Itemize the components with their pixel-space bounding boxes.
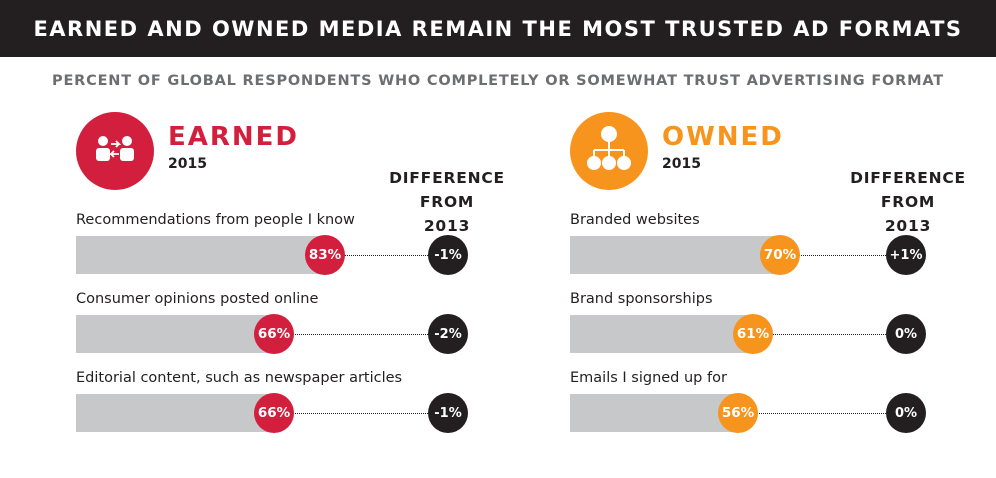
bar <box>76 394 274 432</box>
connector-line <box>780 255 886 256</box>
owned-year: 2015 <box>662 156 701 172</box>
bar-value-label: 66% <box>254 393 294 433</box>
bar-row: Emails I signed up for 56% 0% <box>566 370 996 436</box>
bar-category-label: Recommendations from people I know <box>76 212 355 228</box>
owned-panel: OWNED 2015 DIFFERENCE FROM 2013 Branded … <box>566 110 996 470</box>
bar <box>570 394 738 432</box>
bar-row: Brand sponsorships 61% 0% <box>566 291 996 357</box>
connector-line <box>325 255 428 256</box>
org-chart-icon <box>570 112 648 190</box>
bar-value-label: 61% <box>733 314 773 354</box>
earned-title: EARNED <box>168 122 300 152</box>
bar-row: Consumer opinions posted online 66% -2% <box>72 291 532 357</box>
bar <box>76 236 325 274</box>
bar-row: Recommendations from people I know 83% -1% <box>72 212 532 278</box>
connector-line <box>274 413 428 414</box>
difference-label: +1% <box>886 235 926 275</box>
bar-category-label: Branded websites <box>570 212 700 228</box>
people-exchange-icon <box>76 112 154 190</box>
bar-row: Editorial content, such as newspaper art… <box>72 370 532 436</box>
bar-value-label: 66% <box>254 314 294 354</box>
bar-value-label: 83% <box>305 235 345 275</box>
bar-row: Branded websites 70% +1% <box>566 212 996 278</box>
page-header: EARNED AND OWNED MEDIA REMAIN THE MOST T… <box>0 0 996 57</box>
difference-label: -2% <box>428 314 468 354</box>
difference-label: -1% <box>428 393 468 433</box>
difference-label: 0% <box>886 393 926 433</box>
bar-value-label: 70% <box>760 235 800 275</box>
earned-panel: EARNED 2015 DIFFERENCE FROM 2013 Recomme… <box>72 110 532 470</box>
connector-line <box>753 334 886 335</box>
bar <box>570 236 780 274</box>
owned-title: OWNED <box>662 122 784 152</box>
earned-difference-header: DIFFERENCE FROM 2013 <box>389 169 505 235</box>
difference-label: 0% <box>886 314 926 354</box>
bar <box>76 315 274 353</box>
bar-category-label: Brand sponsorships <box>570 291 713 307</box>
chart-subtitle: PERCENT OF GLOBAL RESPONDENTS WHO COMPLE… <box>52 73 944 89</box>
connector-line <box>274 334 428 335</box>
bar <box>570 315 753 353</box>
owned-difference-header: DIFFERENCE FROM 2013 <box>850 169 966 235</box>
bar-value-label: 56% <box>718 393 758 433</box>
page-title: EARNED AND OWNED MEDIA REMAIN THE MOST T… <box>33 16 963 41</box>
bar-category-label: Editorial content, such as newspaper art… <box>76 370 403 386</box>
earned-year: 2015 <box>168 156 207 172</box>
bar-category-label: Emails I signed up for <box>570 370 727 386</box>
difference-label: -1% <box>428 235 468 275</box>
bar-category-label: Consumer opinions posted online <box>76 291 319 307</box>
connector-line <box>738 413 886 414</box>
